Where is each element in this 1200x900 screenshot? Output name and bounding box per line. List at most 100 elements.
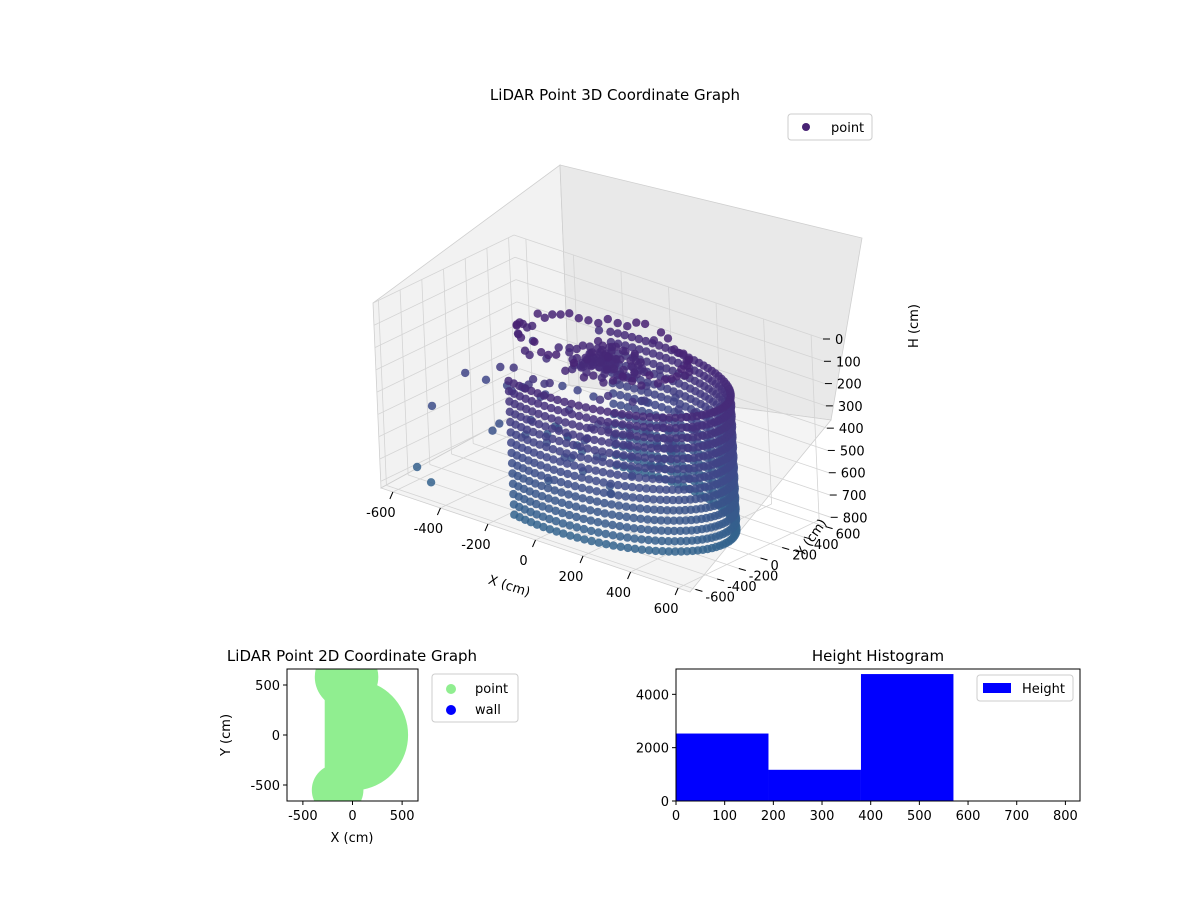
grid-line-left-z xyxy=(377,346,519,415)
point-3d xyxy=(651,400,660,410)
point-3d xyxy=(644,546,654,555)
z-tick-label-3d: 500 xyxy=(840,444,865,459)
x-tick-label-histogram: 100 xyxy=(712,809,737,824)
point-3d xyxy=(625,431,635,440)
point-3d xyxy=(656,516,666,525)
point-3d xyxy=(533,389,542,398)
point-3d xyxy=(574,401,583,410)
point-3d xyxy=(570,482,580,491)
point-3d xyxy=(630,349,639,359)
point-3d xyxy=(620,461,629,470)
point-3d xyxy=(634,463,643,472)
grid-line-back-x xyxy=(810,334,820,521)
point-3d xyxy=(681,516,690,525)
point-3d xyxy=(571,502,581,511)
point-3d xyxy=(598,468,608,477)
point-3d xyxy=(632,422,641,431)
legend-histogram-frame xyxy=(976,674,1074,702)
point-3d xyxy=(595,358,604,367)
point-3d xyxy=(672,444,681,453)
point-3d xyxy=(590,435,599,445)
x-tick-label-3d: 200 xyxy=(559,570,584,585)
point-3d xyxy=(609,541,618,550)
x-tick-3d xyxy=(389,491,394,500)
point-3d xyxy=(543,463,552,472)
point-3d xyxy=(556,467,565,477)
point-3d xyxy=(653,444,663,453)
point-3d xyxy=(558,508,567,518)
point-3d xyxy=(545,525,555,534)
point-3d xyxy=(530,458,539,468)
point-3d xyxy=(566,531,575,540)
point-3d xyxy=(639,433,649,442)
point-3d xyxy=(607,489,616,499)
point-3d xyxy=(543,484,553,493)
point-3d xyxy=(574,314,583,323)
point-3d xyxy=(584,464,593,474)
histogram-title: Height Histogram xyxy=(812,647,944,665)
y-tick-label-histogram: 4000 xyxy=(636,688,669,703)
grid-line-back-x xyxy=(763,318,772,505)
point-3d xyxy=(627,472,637,481)
point-3d xyxy=(662,485,671,494)
x-axis-label-3d: X (cm) xyxy=(486,573,532,601)
point-3d xyxy=(561,418,570,427)
point-3d xyxy=(578,494,587,503)
point-3d xyxy=(621,482,630,491)
point-3d xyxy=(667,475,677,484)
point-3d xyxy=(660,375,670,384)
point-3d xyxy=(651,536,660,545)
grid-line-left-z xyxy=(379,390,521,460)
point-3d xyxy=(546,393,555,402)
point-3d xyxy=(537,481,546,491)
y-tick-label-3d: -400 xyxy=(727,580,757,595)
point-3d xyxy=(609,364,619,374)
point-3d xyxy=(634,473,644,482)
point-3d xyxy=(598,447,607,456)
point-3d xyxy=(625,410,634,420)
point-3d xyxy=(533,399,543,408)
point-3d xyxy=(674,495,684,505)
point-3d xyxy=(616,542,625,551)
point-3d xyxy=(629,513,638,523)
point-3d xyxy=(532,520,542,529)
x-tick-label-3d: -200 xyxy=(461,538,491,553)
point-3d xyxy=(613,329,622,338)
point-3d xyxy=(547,403,556,413)
point-3d xyxy=(554,416,563,425)
point-3d xyxy=(542,453,551,462)
point-3d xyxy=(665,423,674,433)
point-3d xyxy=(595,395,605,404)
point-3d xyxy=(612,439,621,449)
point-3d xyxy=(646,423,655,432)
point-3d xyxy=(606,327,615,336)
point-3d xyxy=(608,531,618,540)
point-3d xyxy=(650,390,659,399)
z-tick-label-3d: 200 xyxy=(837,378,862,393)
point-3d xyxy=(623,533,632,542)
x-tick-label-histogram: 200 xyxy=(761,809,786,824)
point-3d xyxy=(615,522,624,531)
point-3d xyxy=(481,375,491,384)
point-3d xyxy=(679,349,688,358)
point-3d xyxy=(537,348,546,357)
point-3d xyxy=(538,512,548,521)
chart-histogram: Height Histogram 0 100 200 300 400 500 600 700 8… xyxy=(636,647,1081,824)
point-3d xyxy=(612,450,621,459)
point-3d xyxy=(644,535,653,545)
grid-line-left-y xyxy=(443,268,452,455)
point-3d xyxy=(632,432,642,441)
point-3d xyxy=(670,547,680,556)
y-tick-label-3d: -600 xyxy=(705,590,735,605)
point-3d xyxy=(652,423,662,432)
point-3d xyxy=(584,316,593,325)
point-3d xyxy=(630,404,640,414)
grid-line-left-y xyxy=(378,300,387,486)
y-tick-3d xyxy=(825,526,833,530)
point-3d xyxy=(551,506,560,516)
point-3d xyxy=(527,397,536,406)
legend-histogram: Height xyxy=(976,674,1074,702)
point-3d xyxy=(581,403,591,412)
z-tick-label-3d: 0 xyxy=(835,333,843,348)
point-3d xyxy=(562,449,571,458)
